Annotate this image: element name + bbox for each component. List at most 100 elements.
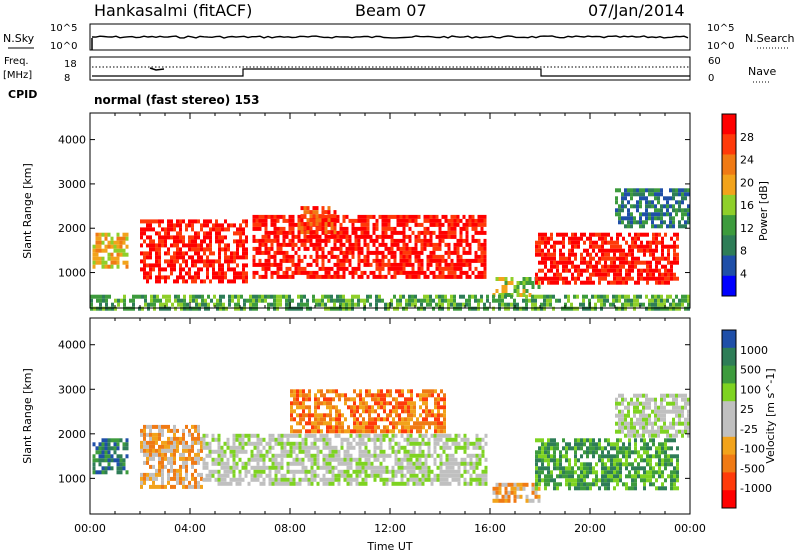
power-echo-cell [535,272,538,277]
velocity-echo-cell [116,454,120,459]
velocity-echo-cell [361,441,365,446]
power-echo-cell [435,266,439,271]
power-echo-cell [342,218,346,223]
velocity-echo-cell [649,462,652,467]
velocity-echo-cell [362,401,365,406]
velocity-echo-cell [516,482,520,487]
power-echo-cell [657,302,660,307]
power-echo-cell [170,255,173,260]
velocity-echo-cell [598,454,601,459]
power-echo-cell [152,243,155,248]
velocity-echo-cell [634,450,637,455]
velocity-echo-cell [439,437,443,442]
velocity-echo-cell [176,440,179,445]
velocity-echo-cell [391,473,395,478]
velocity-echo-cell [472,461,476,466]
power-echo-cell [285,234,289,239]
power-echo-cell [510,281,514,285]
velocity-echo-cell [314,425,317,430]
power-echo-cell [276,298,279,303]
velocity-echo-cell [146,448,149,453]
power-echo-cell [468,214,472,219]
velocity-echo-cell [634,478,637,483]
power-echo-cell [342,234,346,239]
velocity-echo-cell [290,413,293,418]
beam-title: Beam 07 [355,1,427,20]
velocity-echo-cell [642,393,645,398]
power-echo-cell [553,244,556,249]
power-echo-cell [363,254,367,259]
velocity-echo-cell [431,413,434,418]
velocity-echo-cell [353,409,356,414]
velocity-echo-cell [658,470,661,475]
power-echo-cell [324,222,328,227]
velocity-echo-cell [101,458,105,463]
velocity-echo-cell [349,473,353,478]
velocity-echo-cell [304,473,308,478]
velocity-echo-cell [179,456,182,461]
velocity-echo-cell [535,474,538,479]
velocity-echo-cell [322,477,326,482]
velocity-echo-cell [574,446,577,451]
velocity-echo-cell [283,473,287,478]
power-echo-cell [267,262,271,267]
velocity-echo-cell [395,389,398,394]
power-echo-cell [203,235,206,240]
power-echo-cell [619,268,622,273]
velocity-echo-cell [580,470,583,475]
velocity-echo-cell [501,494,505,499]
velocity-echo-cell [211,449,215,454]
velocity-echo-cell [155,424,158,429]
velocity-echo-cell [516,494,520,499]
power-echo-cell [194,231,197,236]
velocity-echo-cell [541,466,544,471]
power-echo-cell [628,232,631,237]
velocity-echo-cell [443,393,446,398]
velocity-echo-cell [553,478,556,483]
velocity-echo-cell [101,446,105,451]
velocity-echo-cell [657,425,660,430]
power-echo-cell [564,294,567,299]
velocity-echo-cell [343,457,347,462]
velocity-echo-cell [229,477,233,482]
velocity-echo-cell [143,476,146,481]
velocity-echo-cell [568,486,571,491]
power-echo-cell [203,279,206,284]
velocity-echo-cell [574,482,577,487]
power-echo-cell [556,232,559,237]
velocity-echo-cell [182,460,185,465]
velocity-echo-cell [247,441,251,446]
power-echo-cell [645,196,648,201]
power-echo-cell [173,227,176,232]
velocity-echo-cell [361,469,365,474]
power-echo-cell [191,279,194,284]
velocity-echo-cell [431,421,434,426]
velocity-echo-cell [182,428,185,433]
power-echo-cell [378,258,382,263]
velocity-echo-cell [643,470,646,475]
power-echo-cell [149,255,152,260]
power-echo-cell [164,231,167,236]
velocity-echo-cell [664,462,667,467]
power-echo-cell [279,302,282,307]
power-echo-cell [450,302,453,307]
velocity-echo-cell [277,461,281,466]
power-echo-cell [291,274,295,279]
power-echo-cell [450,298,453,303]
velocity-echo-cell [451,457,455,462]
velocity-echo-cell [550,478,553,483]
power-echo-cell [282,250,286,255]
power-echo-cell [375,306,378,311]
velocity-echo-cell [404,429,407,434]
velocity-echo-cell [235,433,239,438]
velocity-echo-cell [637,450,640,455]
velocity-echo-cell [618,417,621,422]
velocity-echo-cell [367,433,371,438]
power-echo-cell [360,270,364,275]
power-echo-cell [627,302,630,307]
velocity-echo-cell [407,401,410,406]
velocity-echo-cell [338,409,341,414]
velocity-echo-cell [621,413,624,418]
velocity-echo-cell [418,433,422,438]
velocity-echo-cell [383,401,386,406]
